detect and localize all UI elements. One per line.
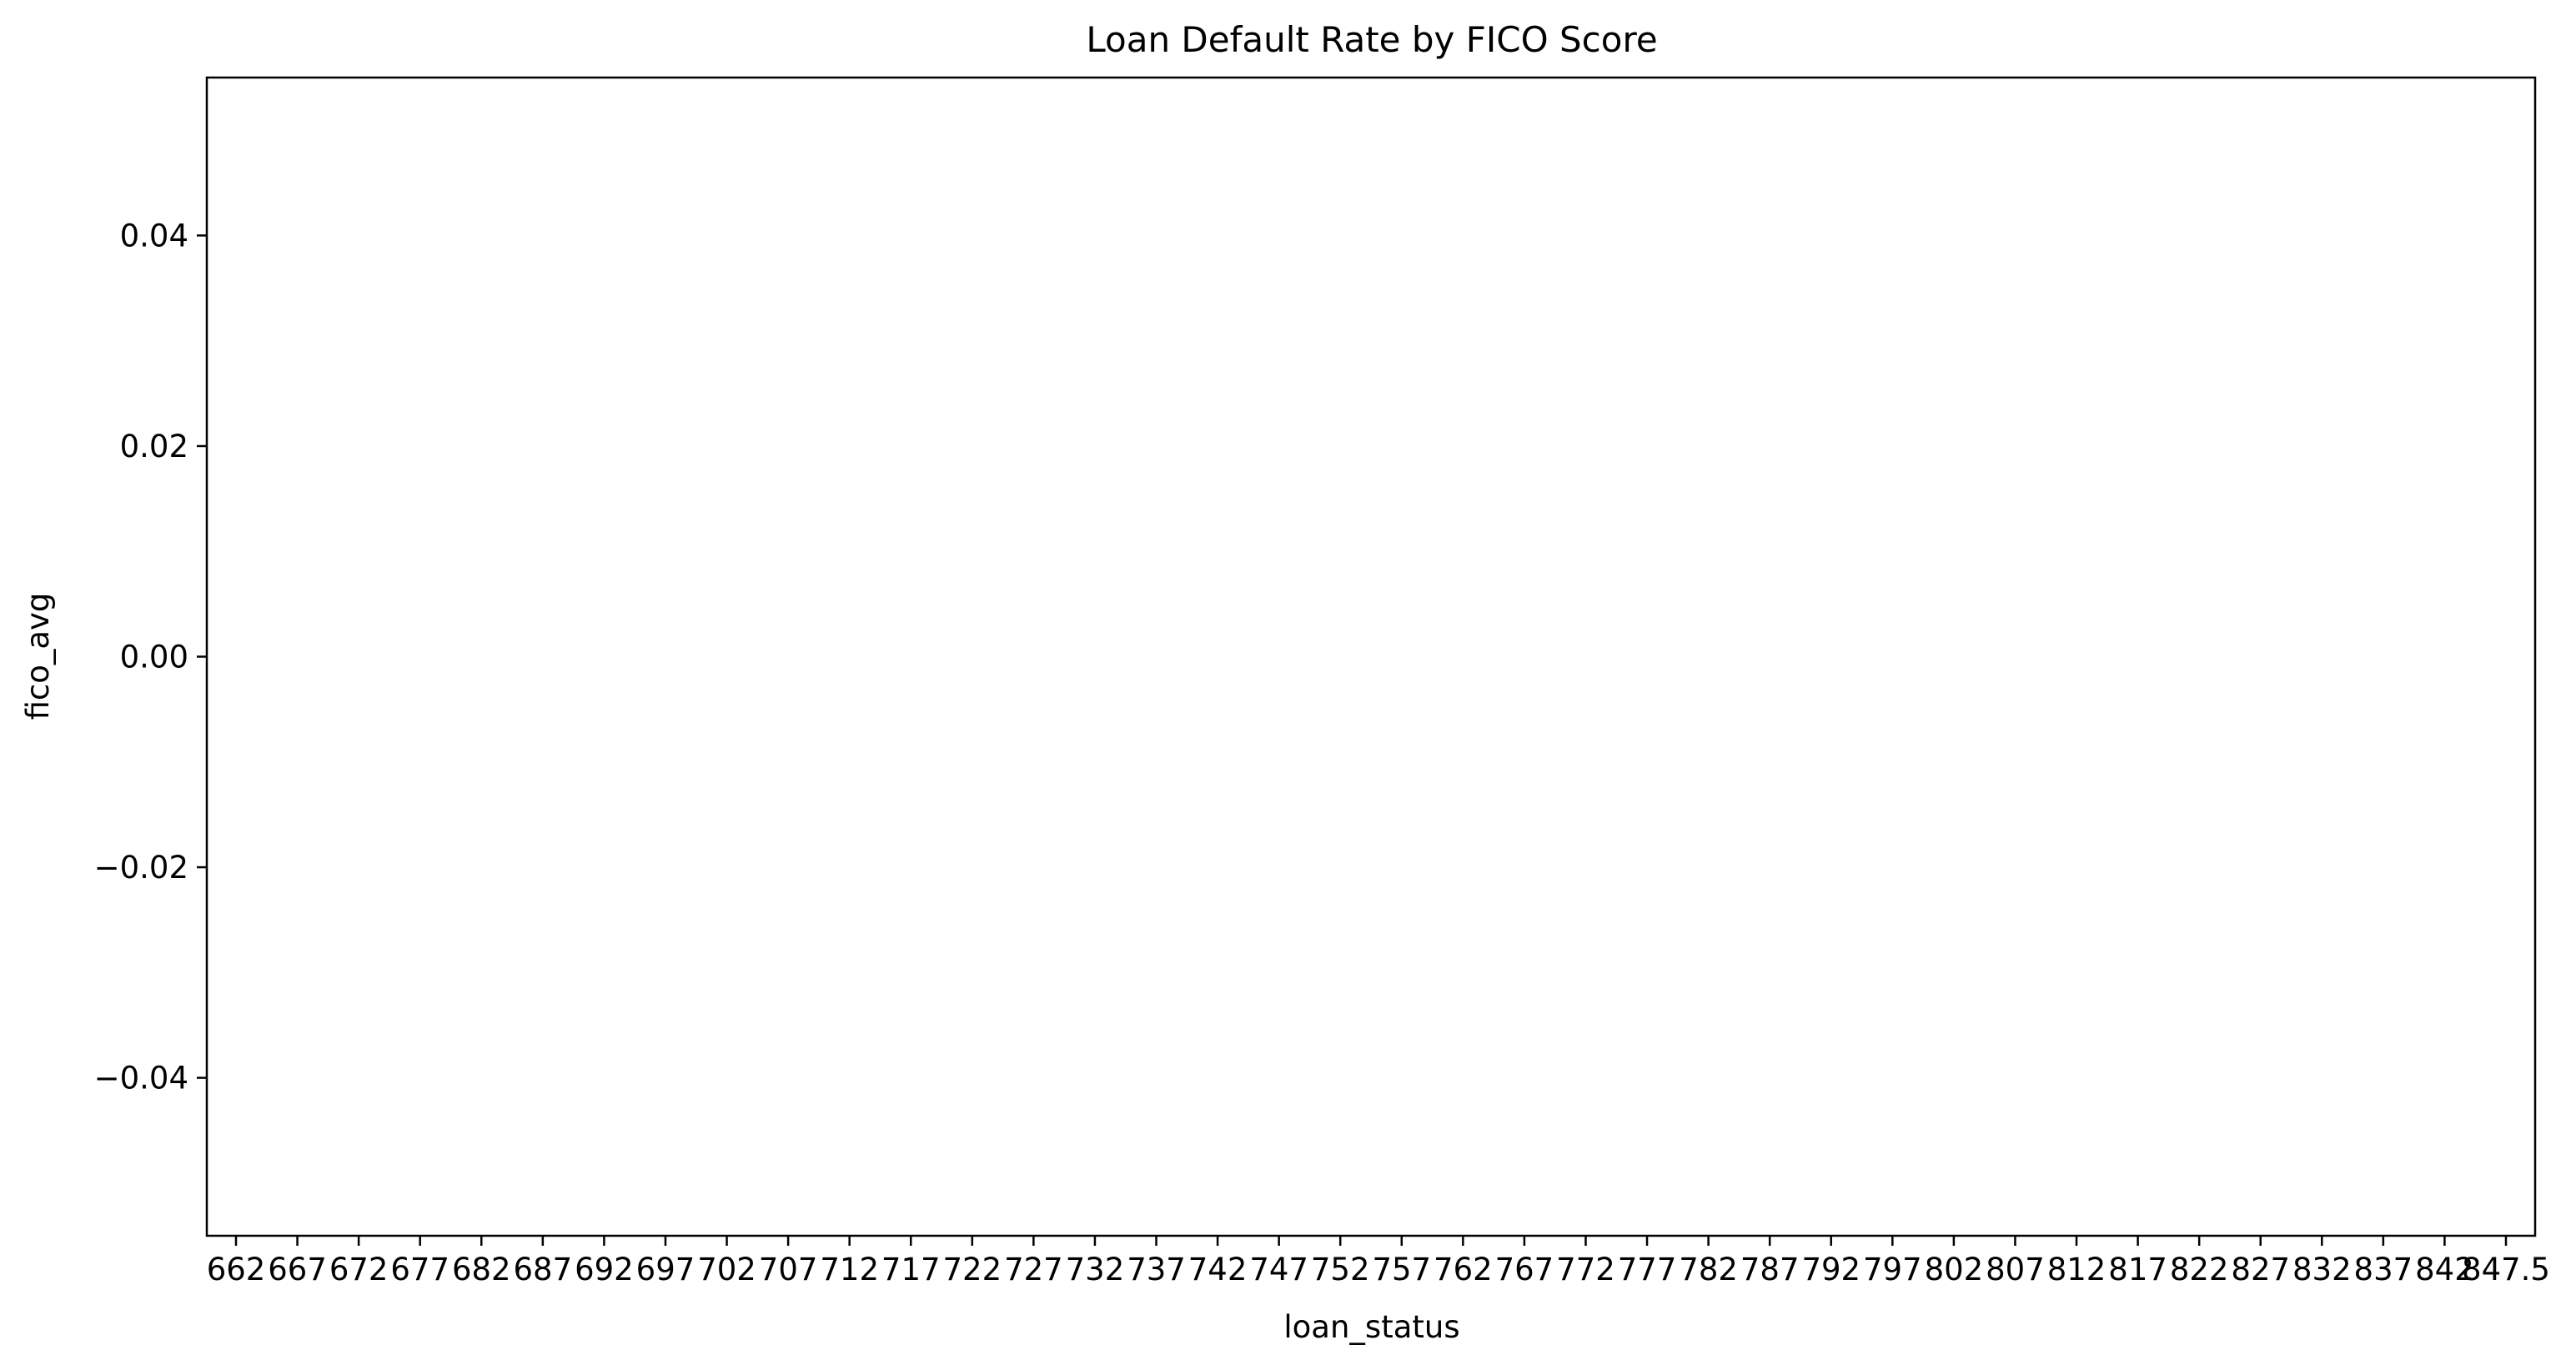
x-tick-label: 797 — [1863, 1252, 1922, 1287]
x-tick-label: 807 — [1986, 1252, 2045, 1287]
x-tick-label: 727 — [1004, 1252, 1063, 1287]
x-tick-label: 817 — [2108, 1252, 2167, 1287]
x-tick-label: 687 — [514, 1252, 573, 1287]
y-axis-label: fico_avg — [20, 593, 56, 720]
y-tick-label: −0.02 — [94, 850, 188, 886]
x-tick-label: 757 — [1372, 1252, 1431, 1287]
x-axis-label: loan_status — [1283, 1309, 1459, 1345]
x-tick-label: 747 — [1249, 1252, 1308, 1287]
x-tick-label: 812 — [2047, 1252, 2106, 1287]
x-tick-label: 672 — [329, 1252, 389, 1287]
x-tick-label: 837 — [2354, 1252, 2413, 1287]
x-tick-label: 712 — [820, 1252, 879, 1287]
x-tick-label: 767 — [1495, 1252, 1554, 1287]
y-axis: −0.04 −0.02 0.00 0.02 0.04 — [94, 218, 207, 1097]
x-tick-label: 697 — [636, 1252, 695, 1287]
x-tick-label: 692 — [575, 1252, 634, 1287]
x-tick-label: 702 — [697, 1252, 756, 1287]
y-tick-label: 0.04 — [120, 218, 188, 253]
x-tick-label: 792 — [1801, 1252, 1860, 1287]
x-tick-label: 782 — [1679, 1252, 1738, 1287]
x-tick-label: 667 — [268, 1252, 327, 1287]
x-tick-label: 707 — [759, 1252, 818, 1287]
x-tick-label: 802 — [1925, 1252, 1984, 1287]
x-tick-label: 787 — [1740, 1252, 1800, 1287]
y-tick-label: −0.04 — [94, 1061, 188, 1097]
x-tick-label: 762 — [1434, 1252, 1493, 1287]
x-tick-label: 737 — [1127, 1252, 1186, 1287]
x-axis: 662 667 672 677 682 687 692 697 702 707 712 717 722 7… — [207, 1236, 2550, 1287]
x-tick-label: 742 — [1188, 1252, 1248, 1287]
y-tick-label: 0.00 — [120, 640, 188, 675]
x-tick-label: 682 — [452, 1252, 511, 1287]
x-tick-label: 717 — [881, 1252, 941, 1287]
x-tick-label: 677 — [390, 1252, 449, 1287]
x-tick-label: 732 — [1066, 1252, 1125, 1287]
y-tick-label: 0.02 — [120, 429, 188, 464]
x-tick-label: 847.5 — [2462, 1252, 2550, 1287]
x-tick-label: 842 — [2415, 1252, 2474, 1287]
x-tick-label: 772 — [1556, 1252, 1615, 1287]
x-tick-label: 822 — [2170, 1252, 2229, 1287]
x-tick-label: 832 — [2292, 1252, 2352, 1287]
x-tick-label: 722 — [942, 1252, 1002, 1287]
x-tick-label: 827 — [2231, 1252, 2290, 1287]
x-tick-label: 777 — [1618, 1252, 1677, 1287]
x-tick-label: 752 — [1311, 1252, 1370, 1287]
chart-title: Loan Default Rate by FICO Score — [1086, 19, 1657, 60]
x-tick-label: 662 — [207, 1252, 266, 1287]
